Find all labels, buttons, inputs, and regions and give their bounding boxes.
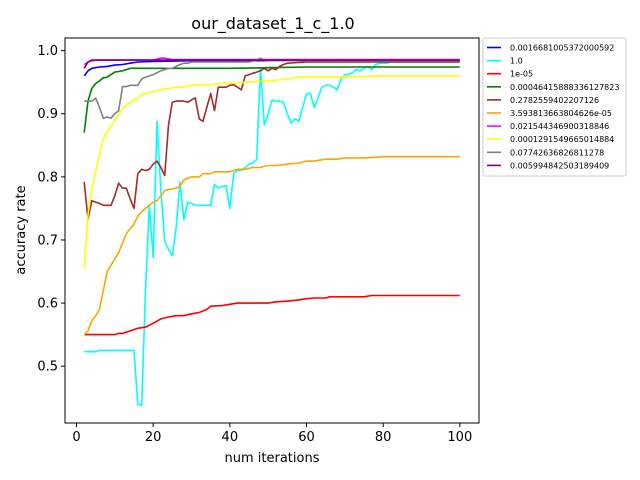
legend-frame — [482, 37, 627, 177]
x-tick-label: 0 — [72, 430, 80, 445]
x-axis-label: num iterations — [225, 451, 320, 466]
y-tick-label: 0.7 — [37, 233, 58, 248]
series-line-6 — [83, 155, 460, 336]
y-tick-label: 0.5 — [37, 360, 58, 375]
series-line-4 — [83, 66, 460, 133]
series-line-2 — [84, 61, 460, 407]
series-line-1 — [83, 59, 460, 77]
chart-title: our_dataset_1_c_1.0 — [191, 14, 354, 34]
y-tick-label: 0.9 — [37, 107, 58, 122]
x-tick-label: 80 — [375, 430, 392, 445]
series-line-5 — [83, 61, 460, 220]
legend-label: 3.593813663804626e-05 — [510, 109, 612, 118]
series-lines — [83, 57, 460, 407]
legend-label: 0.0016681005372000592 — [510, 44, 614, 53]
y-tick-label: 0.6 — [37, 297, 58, 312]
y-axis-label: accuracy rate — [14, 185, 29, 274]
legend: 0.0016681005372000592 1.0 1e-05 0.000464158… — [482, 37, 627, 177]
legend-label: 1.0 — [510, 57, 523, 66]
legend-label: 0.2782559402207126 — [510, 96, 599, 105]
y-axis-ticks: 0.5 0.6 0.7 0.8 0.9 1.0 — [37, 44, 65, 375]
legend-label: 0.07742636826811278 — [510, 148, 604, 157]
x-tick-label: 20 — [145, 430, 162, 445]
x-tick-label: 40 — [222, 430, 239, 445]
legend-label: 0.021544346900318846 — [510, 122, 609, 131]
series-line-9 — [84, 57, 460, 119]
legend-label: 1e-05 — [510, 70, 533, 79]
legend-label: 0.005994842503189409 — [510, 161, 609, 170]
series-line-3 — [84, 294, 460, 336]
series-line-10 — [83, 59, 460, 69]
plot-area — [64, 37, 480, 424]
x-tick-label: 100 — [447, 430, 472, 445]
legend-label: 0.00046415888336127823 — [510, 83, 619, 92]
x-tick-label: 60 — [298, 430, 315, 445]
series-line-8 — [83, 75, 460, 269]
x-axis-ticks: 0 20 40 60 80 100 — [72, 423, 472, 445]
legend-label: 0.0001291549665014884 — [510, 135, 614, 144]
y-tick-label: 0.8 — [37, 170, 58, 185]
y-tick-label: 1.0 — [37, 44, 58, 59]
